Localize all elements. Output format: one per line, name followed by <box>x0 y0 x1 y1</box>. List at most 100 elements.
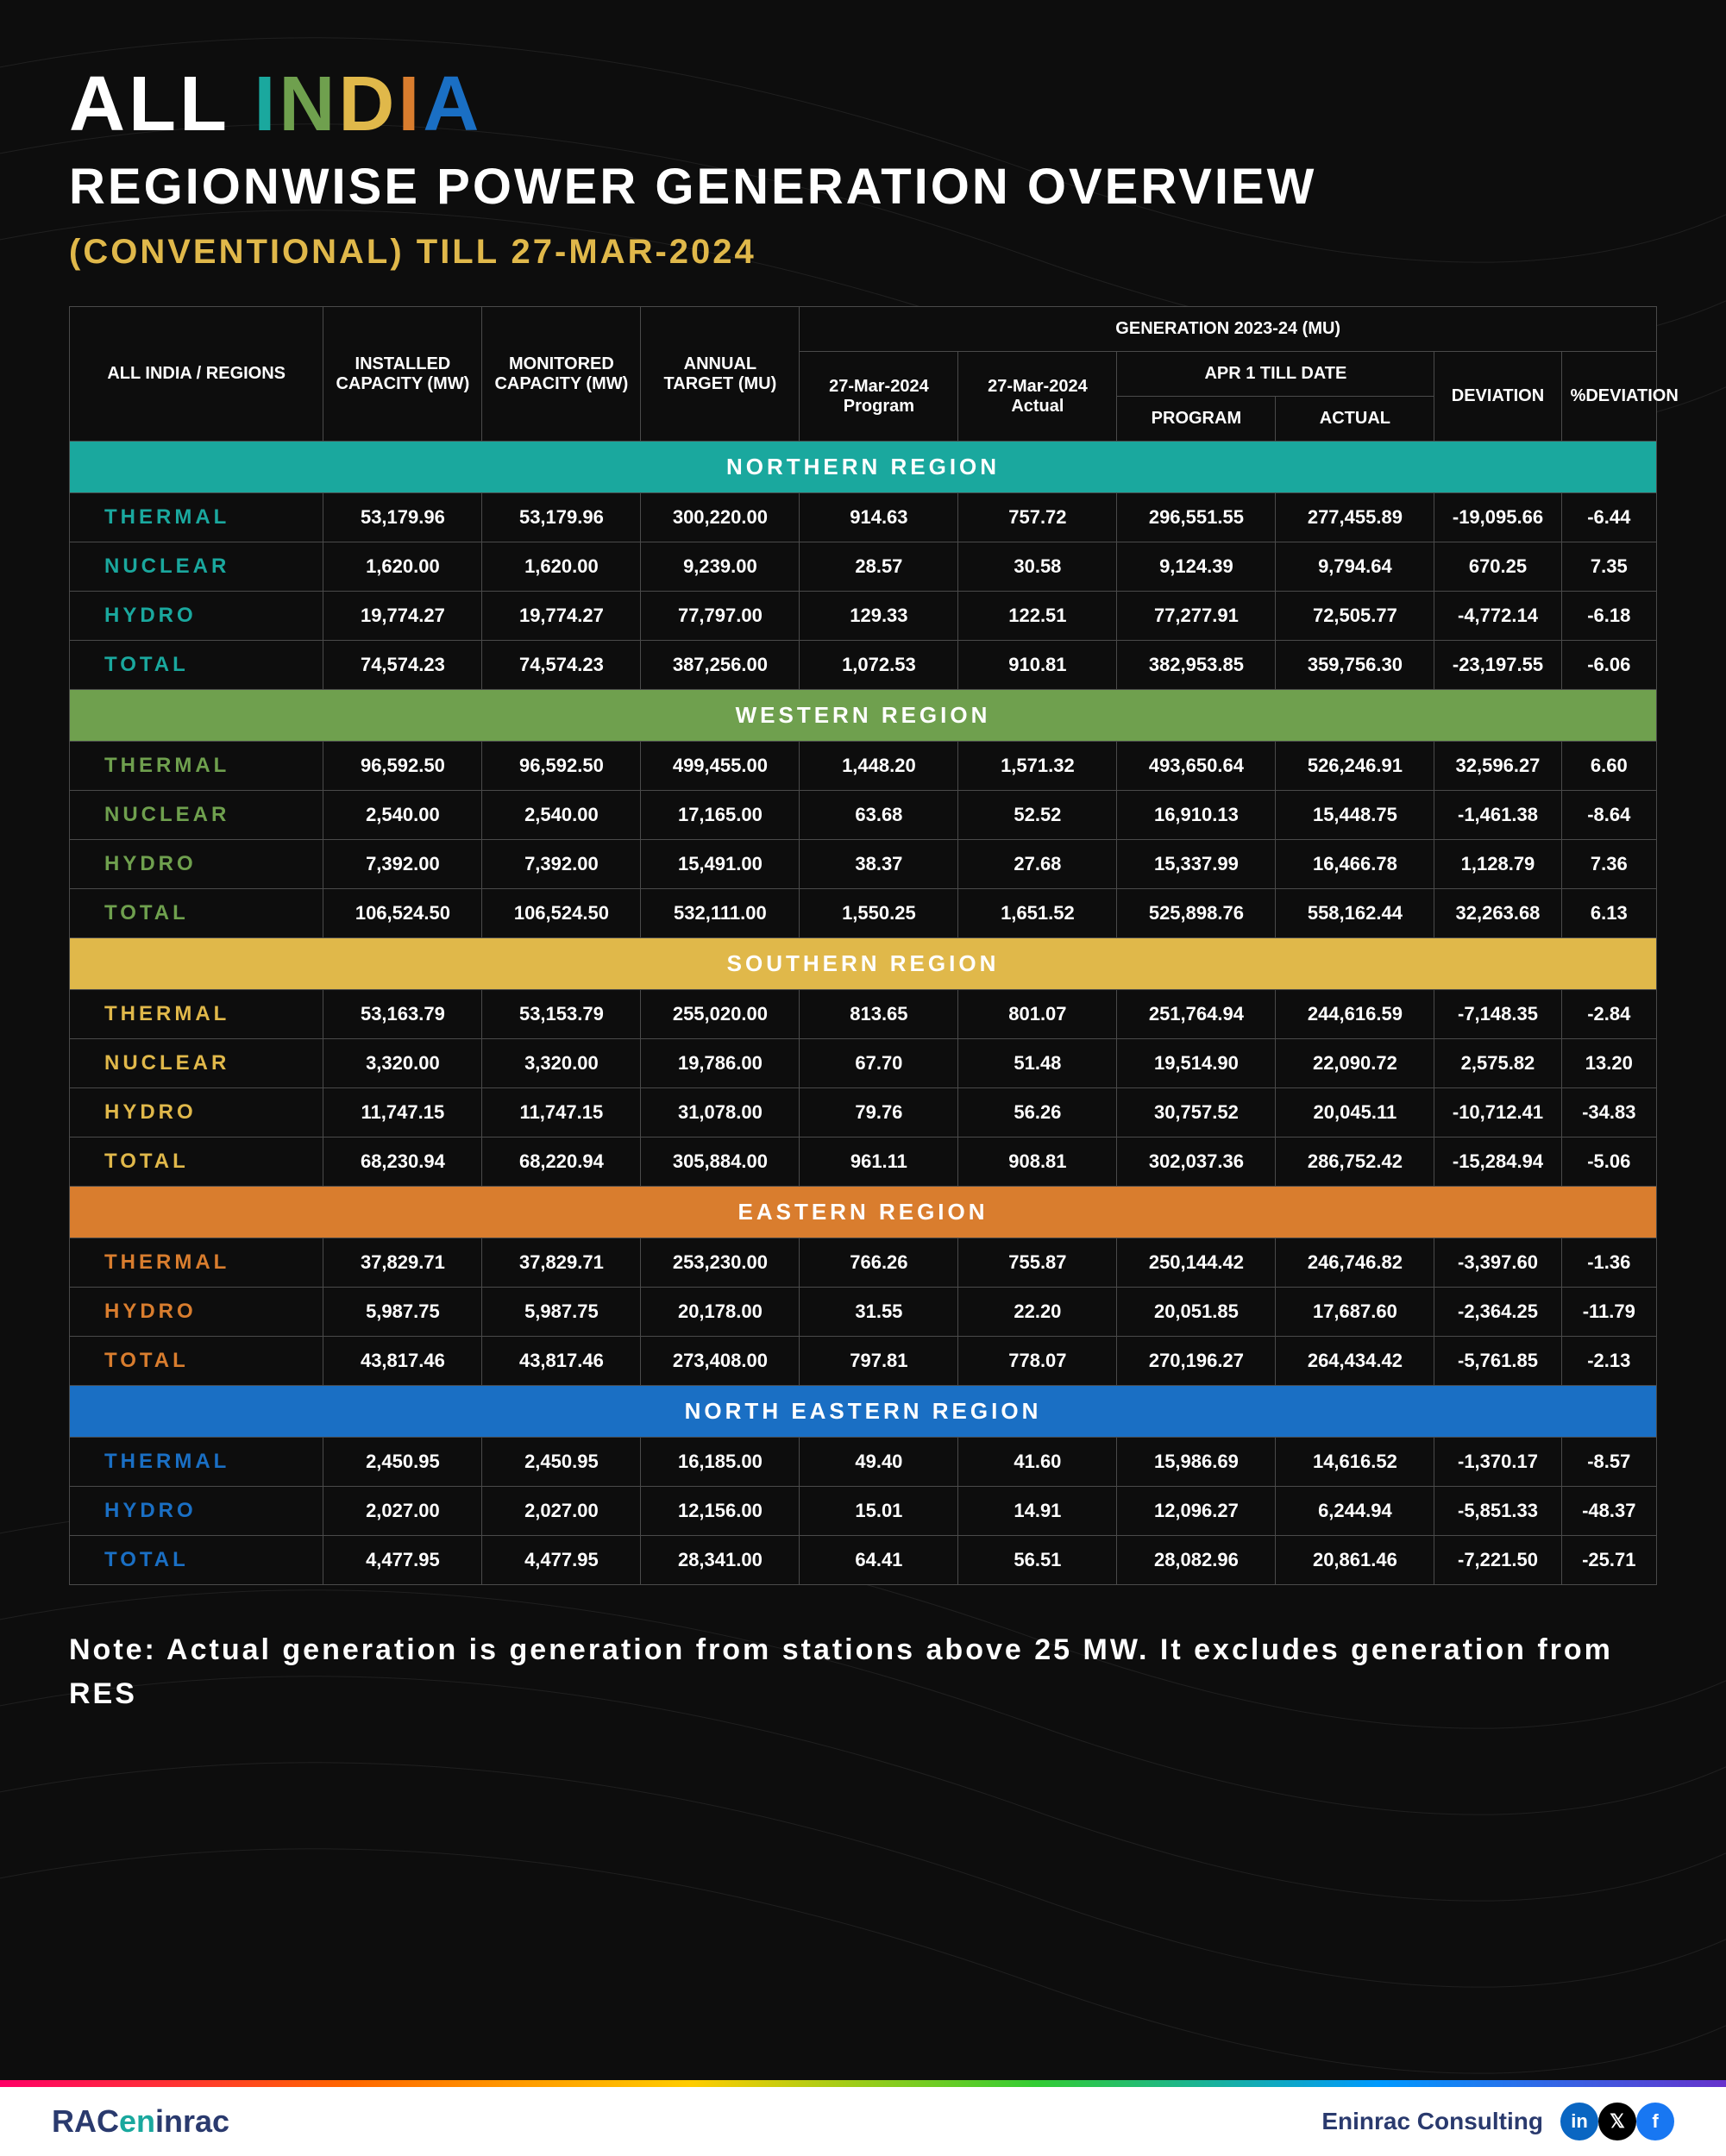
data-cell: -10,712.41 <box>1434 1088 1561 1138</box>
data-cell: 2,540.00 <box>482 791 641 840</box>
data-cell: 2,450.95 <box>482 1438 641 1487</box>
region-header: EASTERN REGION <box>70 1187 1657 1238</box>
data-cell: -11.79 <box>1561 1288 1656 1337</box>
footer: RACeninrac Eninrac Consulting in𝕏f <box>0 2087 1726 2156</box>
data-cell: 4,477.95 <box>482 1536 641 1585</box>
data-cell: 20,045.11 <box>1276 1088 1434 1138</box>
data-cell: 41.60 <box>958 1438 1117 1487</box>
data-cell: 96,592.50 <box>323 742 482 791</box>
table-row: TOTAL74,574.2374,574.23387,256.001,072.5… <box>70 641 1657 690</box>
data-cell: 20,861.46 <box>1276 1536 1434 1585</box>
data-cell: -5,761.85 <box>1434 1337 1561 1386</box>
th-pct-deviation: %DEVIATION <box>1561 352 1656 442</box>
data-cell: -1,461.38 <box>1434 791 1561 840</box>
data-cell: 96,592.50 <box>482 742 641 791</box>
data-cell: 1,448.20 <box>800 742 958 791</box>
data-cell: 908.81 <box>958 1138 1117 1187</box>
data-cell: -6.18 <box>1561 592 1656 641</box>
row-label: HYDRO <box>70 840 323 889</box>
title-india-letter: I <box>254 60 279 149</box>
data-cell: 72,505.77 <box>1276 592 1434 641</box>
data-cell: 20,051.85 <box>1117 1288 1276 1337</box>
data-cell: 9,124.39 <box>1117 542 1276 592</box>
data-cell: 9,794.64 <box>1276 542 1434 592</box>
data-cell: 28.57 <box>800 542 958 592</box>
th-monitored: MONITORED CAPACITY (MW) <box>482 307 641 442</box>
row-label: THERMAL <box>70 1438 323 1487</box>
data-cell: 7.36 <box>1561 840 1656 889</box>
data-cell: 255,020.00 <box>641 990 800 1039</box>
data-cell: 914.63 <box>800 493 958 542</box>
data-cell: 53,153.79 <box>482 990 641 1039</box>
footer-logo: RACeninrac <box>52 2103 229 2140</box>
data-cell: 9,239.00 <box>641 542 800 592</box>
data-cell: 558,162.44 <box>1276 889 1434 938</box>
data-cell: 296,551.55 <box>1117 493 1276 542</box>
data-cell: 22.20 <box>958 1288 1117 1337</box>
data-cell: 14,616.52 <box>1276 1438 1434 1487</box>
data-cell: 4,477.95 <box>323 1536 482 1585</box>
data-cell: 1,651.52 <box>958 889 1117 938</box>
row-label: TOTAL <box>70 1536 323 1585</box>
data-cell: 122.51 <box>958 592 1117 641</box>
th-actual-day: 27-Mar-2024 Actual <box>958 352 1117 442</box>
data-cell: 56.26 <box>958 1088 1117 1138</box>
data-cell: 16,910.13 <box>1117 791 1276 840</box>
data-cell: -2,364.25 <box>1434 1288 1561 1337</box>
data-cell: -8.64 <box>1561 791 1656 840</box>
data-cell: 67.70 <box>800 1039 958 1088</box>
title-line1: ALL INDIA <box>69 60 1657 149</box>
data-cell: 30.58 <box>958 542 1117 592</box>
data-cell: 74,574.23 <box>482 641 641 690</box>
data-cell: 13.20 <box>1561 1039 1656 1088</box>
data-cell: 2,027.00 <box>482 1487 641 1536</box>
data-cell: 56.51 <box>958 1536 1117 1585</box>
data-cell: 1,550.25 <box>800 889 958 938</box>
title-india-letter: N <box>279 60 338 149</box>
data-cell: 53,179.96 <box>323 493 482 542</box>
data-cell: -7,221.50 <box>1434 1536 1561 1585</box>
data-cell: -23,197.55 <box>1434 641 1561 690</box>
data-cell: -5.06 <box>1561 1138 1656 1187</box>
title-india-letter: I <box>398 60 423 149</box>
data-cell: 302,037.36 <box>1117 1138 1276 1187</box>
data-cell: 31,078.00 <box>641 1088 800 1138</box>
footer-rainbow <box>0 2080 1726 2087</box>
table-row: HYDRO2,027.002,027.0012,156.0015.0114.91… <box>70 1487 1657 1536</box>
facebook-icon[interactable]: f <box>1636 2103 1674 2140</box>
row-label: HYDRO <box>70 1487 323 1536</box>
data-cell: 359,756.30 <box>1276 641 1434 690</box>
data-cell: 270,196.27 <box>1117 1337 1276 1386</box>
data-cell: 17,165.00 <box>641 791 800 840</box>
data-cell: 17,687.60 <box>1276 1288 1434 1337</box>
data-cell: 53,179.96 <box>482 493 641 542</box>
table-row: THERMAL53,163.7953,153.79255,020.00813.6… <box>70 990 1657 1039</box>
data-cell: 20,178.00 <box>641 1288 800 1337</box>
data-cell: 64.41 <box>800 1536 958 1585</box>
data-cell: 28,082.96 <box>1117 1536 1276 1585</box>
data-cell: 2,027.00 <box>323 1487 482 1536</box>
data-cell: 300,220.00 <box>641 493 800 542</box>
x-icon[interactable]: 𝕏 <box>1598 2103 1636 2140</box>
data-cell: 19,774.27 <box>323 592 482 641</box>
data-cell: 15,337.99 <box>1117 840 1276 889</box>
logo-teal: en <box>119 2103 155 2139</box>
footer-right: Eninrac Consulting in𝕏f <box>1321 2103 1674 2140</box>
data-cell: 19,786.00 <box>641 1039 800 1088</box>
data-cell: -19,095.66 <box>1434 493 1561 542</box>
th-actual: ACTUAL <box>1276 397 1434 442</box>
data-cell: 1,620.00 <box>482 542 641 592</box>
data-cell: 32,263.68 <box>1434 889 1561 938</box>
linkedin-icon[interactable]: in <box>1560 2103 1598 2140</box>
table-row: THERMAL37,829.7137,829.71253,230.00766.2… <box>70 1238 1657 1288</box>
th-program: PROGRAM <box>1117 397 1276 442</box>
data-cell: 499,455.00 <box>641 742 800 791</box>
table-row: NUCLEAR2,540.002,540.0017,165.0063.6852.… <box>70 791 1657 840</box>
data-cell: 68,220.94 <box>482 1138 641 1187</box>
data-cell: -3,397.60 <box>1434 1238 1561 1288</box>
region-header: SOUTHERN REGION <box>70 938 1657 990</box>
data-cell: 19,774.27 <box>482 592 641 641</box>
table-row: HYDRO7,392.007,392.0015,491.0038.3727.68… <box>70 840 1657 889</box>
data-cell: 1,571.32 <box>958 742 1117 791</box>
row-label: THERMAL <box>70 990 323 1039</box>
